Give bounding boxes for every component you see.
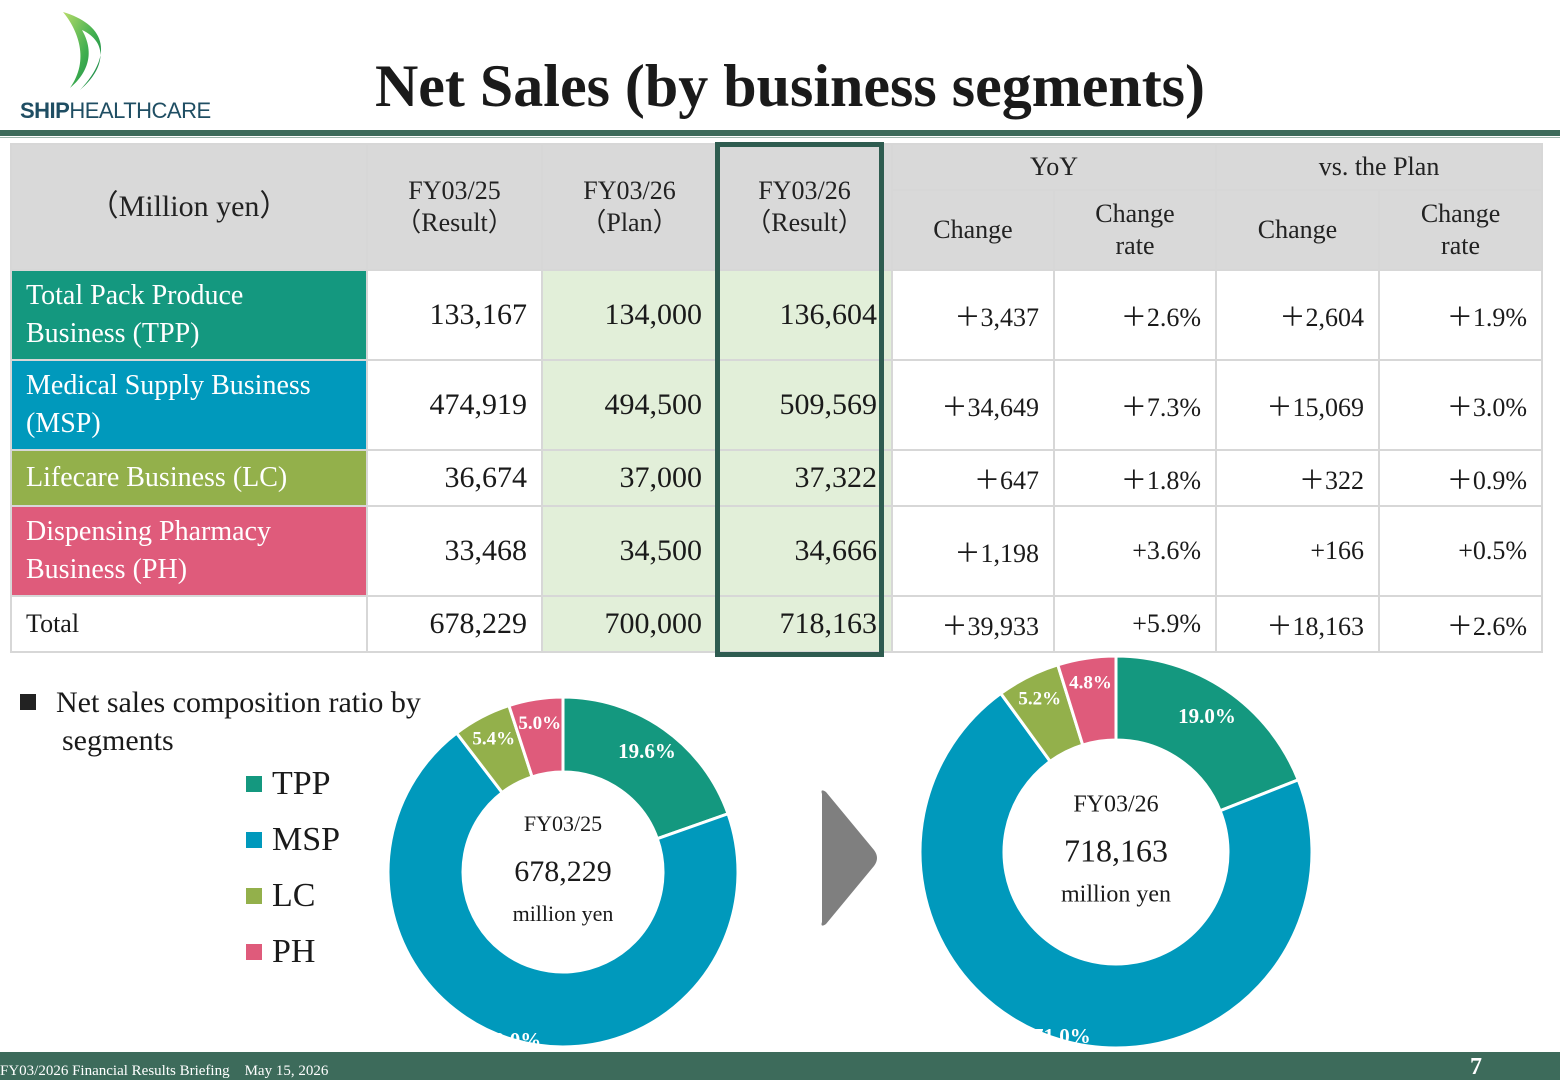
legend-item-msp: MSP xyxy=(246,812,340,868)
yoy-header: YoY xyxy=(890,143,1218,191)
cell-plan-rate: ＋0.9% xyxy=(1378,449,1544,507)
donut-data-label: 5.4% xyxy=(472,728,515,749)
cell-plan: 700,000 xyxy=(541,595,718,653)
arrow-right-icon xyxy=(821,790,877,926)
yoy-change-header: Change xyxy=(891,189,1055,271)
legend-item-lc: LC xyxy=(246,868,340,924)
donut-slice-tpp xyxy=(1114,654,1301,813)
donut-chart-fy25: 19.6% 70.0% 5.4%5.0% FY03/25 678,229 million … xyxy=(386,695,740,1050)
cell-plan-rate: ＋1.9% xyxy=(1378,269,1544,361)
cell-plan: 134,000 xyxy=(541,269,718,361)
cell-yoy-change: ＋647 xyxy=(891,449,1055,507)
composition-heading: Net sales composition ratio by segments xyxy=(20,684,460,760)
donut-center-label: million yen xyxy=(1061,882,1171,908)
donut-data-label: 5.0% xyxy=(518,713,561,734)
donut-slice-msp xyxy=(386,730,740,1049)
cell-result: 136,604 xyxy=(716,269,893,361)
donut-chart-fy26: 19.0% 71.0% 5.2% 4.8% FY03/26 718,163 million … xyxy=(918,654,1314,1050)
table-row-total: Total 678,229 700,000 718,163 ＋39,933 +5… xyxy=(10,595,1544,653)
table-row: Medical Supply Business (MSP) 474,919 494… xyxy=(10,359,1544,451)
cell-yoy-rate: ＋1.8% xyxy=(1052,449,1218,507)
cell-plan-change: ＋322 xyxy=(1215,449,1381,507)
fy26-result-header: FY03/26 （Result） xyxy=(716,143,893,271)
cell-result: 34,666 xyxy=(716,505,893,597)
cell-plan-change: ＋15,069 xyxy=(1215,359,1381,451)
net-sales-table: （Million yen） FY03/25 （Result） FY03/26 （Pl… xyxy=(10,143,1544,653)
fy25-result-header: FY03/25 （Result） xyxy=(366,143,543,271)
footer-text: FY03/2026 Financial Results Briefing May… xyxy=(0,1063,329,1079)
cell-fy25: 133,167 xyxy=(366,269,543,361)
donut-center-label: 678,229 xyxy=(514,855,612,888)
unit-header: （Million yen） xyxy=(10,143,368,271)
donut-center-label: 718,163 xyxy=(1064,832,1168,868)
donut-data-label: 19.6% xyxy=(618,739,676,763)
plan-change-rate-header: Change rate xyxy=(1378,189,1544,271)
cell-yoy-change: ＋3,437 xyxy=(891,269,1055,361)
cell-yoy-change: ＋1,198 xyxy=(891,505,1055,597)
cell-plan-change: +166 xyxy=(1215,505,1381,597)
cell-yoy-change: ＋39,933 xyxy=(891,595,1055,653)
footer-bar xyxy=(0,1052,1560,1080)
donut-data-label: 5.2% xyxy=(1018,688,1061,709)
cell-plan: 34,500 xyxy=(541,505,718,597)
segment-label-lc: Lifecare Business (LC) xyxy=(10,449,368,507)
cell-plan-rate: ＋3.0% xyxy=(1378,359,1544,451)
company-logo: SHIPHEALTHCARE xyxy=(8,8,211,123)
cell-fy25: 33,468 xyxy=(366,505,543,597)
bullet-square-icon xyxy=(20,694,36,710)
segment-label-tpp: Total Pack Produce Business (TPP) xyxy=(10,269,368,361)
title-divider-thin xyxy=(0,137,1560,138)
table-row: Total Pack Produce Business (TPP) 133,167… xyxy=(10,269,1544,361)
title-divider xyxy=(0,130,1560,136)
logo-wordmark: SHIPHEALTHCARE xyxy=(20,98,211,123)
page-title: Net Sales (by business segments) xyxy=(374,53,1206,119)
cell-plan-rate: ＋2.6% xyxy=(1378,595,1544,653)
cell-yoy-rate: ＋2.6% xyxy=(1052,269,1218,361)
donut-slice-msp xyxy=(918,691,1314,1050)
segment-label-ph: Dispensing Pharmacy Business (PH) xyxy=(10,505,368,597)
vs-plan-header: vs. the Plan xyxy=(1215,143,1544,191)
donut-data-label: 19.0% xyxy=(1178,704,1236,728)
chart-legend: TPP MSP LC PH xyxy=(246,756,340,980)
page-number: 7 xyxy=(1470,1054,1482,1080)
total-label: Total xyxy=(10,595,368,653)
segment-label-msp: Medical Supply Business (MSP) xyxy=(10,359,368,451)
legend-swatch xyxy=(246,888,262,904)
donut-data-label: 71.0% xyxy=(1033,1024,1091,1048)
cell-result: 718,163 xyxy=(716,595,893,653)
donut-center-label: million yen xyxy=(513,901,614,926)
legend-item-ph: PH xyxy=(246,924,340,980)
donut-slice-ph xyxy=(1055,654,1118,747)
cell-fy25: 474,919 xyxy=(366,359,543,451)
logo-leaf-icon xyxy=(63,12,102,90)
donut-data-label: 4.8% xyxy=(1069,672,1112,693)
cell-fy25: 36,674 xyxy=(366,449,543,507)
donut-slice-tpp xyxy=(561,695,730,841)
legend-swatch xyxy=(246,944,262,960)
donut-slice-ph xyxy=(507,695,565,779)
plan-change-header: Change xyxy=(1215,189,1381,271)
cell-plan-rate: +0.5% xyxy=(1378,505,1544,597)
yoy-change-rate-header: Change rate xyxy=(1052,189,1218,271)
fy26-plan-header: FY03/26 （Plan） xyxy=(541,143,718,271)
cell-result: 509,569 xyxy=(716,359,893,451)
legend-item-tpp: TPP xyxy=(246,756,340,812)
cell-yoy-rate: +3.6% xyxy=(1052,505,1218,597)
cell-yoy-change: ＋34,649 xyxy=(891,359,1055,451)
cell-plan-change: ＋18,163 xyxy=(1215,595,1381,653)
table-row: Dispensing Pharmacy Business (PH) 33,468 … xyxy=(10,505,1544,597)
donut-data-label: 70.0% xyxy=(484,1028,542,1050)
cell-plan: 494,500 xyxy=(541,359,718,451)
cell-yoy-rate: ＋7.3% xyxy=(1052,359,1218,451)
legend-swatch xyxy=(246,776,262,792)
cell-plan: 37,000 xyxy=(541,449,718,507)
donut-center-label: FY03/25 xyxy=(524,811,602,836)
cell-plan-change: ＋2,604 xyxy=(1215,269,1381,361)
cell-yoy-rate: +5.9% xyxy=(1052,595,1218,653)
cell-result: 37,322 xyxy=(716,449,893,507)
cell-fy25: 678,229 xyxy=(366,595,543,653)
donut-center-label: FY03/26 xyxy=(1073,792,1158,818)
legend-swatch xyxy=(246,832,262,848)
table-row: Lifecare Business (LC) 36,674 37,000 37,… xyxy=(10,449,1544,507)
